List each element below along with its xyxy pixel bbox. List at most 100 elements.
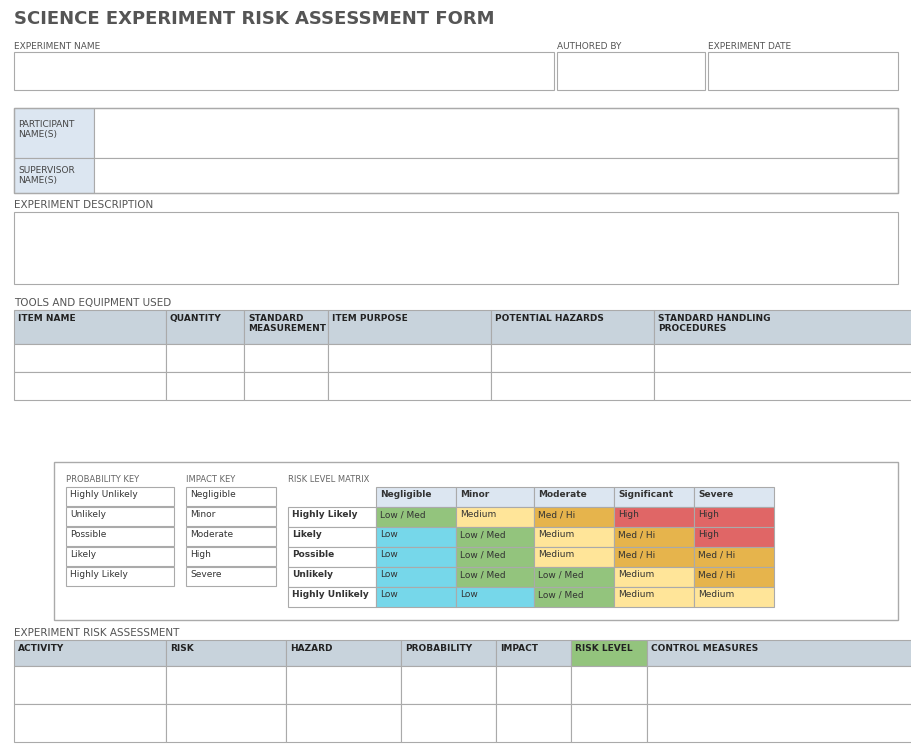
Bar	[288, 507, 375, 527]
Text: QUANTITY: QUANTITY	[169, 314, 221, 323]
Text: Medium: Medium	[697, 590, 733, 599]
Bar	[534, 547, 613, 567]
Bar	[613, 507, 693, 527]
Bar	[496, 704, 570, 742]
Text: Low: Low	[459, 590, 477, 599]
Bar	[693, 487, 773, 507]
Text: Moderate: Moderate	[537, 490, 586, 499]
Bar	[613, 487, 693, 507]
Text: Unlikely: Unlikely	[70, 510, 106, 519]
Text: Low / Med: Low / Med	[459, 570, 505, 579]
Bar	[14, 158, 94, 193]
Bar	[693, 507, 773, 527]
Bar	[244, 310, 328, 344]
Bar	[14, 212, 897, 284]
Bar	[613, 527, 693, 547]
Bar	[186, 507, 276, 526]
Bar	[66, 567, 174, 586]
Text: Med / Hi: Med / Hi	[697, 570, 734, 579]
Text: TOOLS AND EQUIPMENT USED: TOOLS AND EQUIPMENT USED	[14, 298, 171, 308]
Bar	[456, 507, 534, 527]
Bar	[166, 310, 244, 344]
Bar	[707, 52, 897, 90]
Text: Highly Likely: Highly Likely	[292, 510, 357, 519]
Bar	[14, 640, 166, 666]
Text: CONTROL MEASURES: CONTROL MEASURES	[650, 644, 757, 653]
Text: High: High	[697, 530, 718, 539]
Bar	[66, 527, 174, 546]
Text: Med / Hi: Med / Hi	[537, 510, 575, 519]
Text: SUPERVISOR
NAME(S): SUPERVISOR NAME(S)	[18, 166, 75, 186]
Bar	[570, 640, 646, 666]
Text: RISK LEVEL: RISK LEVEL	[574, 644, 632, 653]
Text: High: High	[189, 550, 210, 559]
Bar	[186, 487, 276, 506]
Text: EXPERIMENT DATE: EXPERIMENT DATE	[707, 42, 790, 51]
Text: Likely: Likely	[292, 530, 322, 539]
Bar	[646, 666, 911, 704]
Bar	[496, 640, 570, 666]
Bar	[693, 587, 773, 607]
Bar	[693, 527, 773, 547]
Bar	[496, 666, 570, 704]
Bar	[14, 344, 166, 372]
Text: Low / Med: Low / Med	[459, 550, 505, 559]
Bar	[534, 507, 613, 527]
Bar	[693, 547, 773, 567]
Text: ACTIVITY: ACTIVITY	[18, 644, 64, 653]
Bar	[66, 547, 174, 566]
Bar	[653, 372, 911, 400]
Text: Minor: Minor	[459, 490, 488, 499]
Text: Minor: Minor	[189, 510, 215, 519]
Bar	[646, 640, 911, 666]
Text: Severe: Severe	[697, 490, 732, 499]
Bar	[286, 640, 401, 666]
Bar	[375, 507, 456, 527]
Bar	[490, 344, 653, 372]
Bar	[328, 372, 490, 400]
Text: Low: Low	[380, 570, 397, 579]
Bar	[646, 704, 911, 742]
Bar	[401, 666, 496, 704]
Bar	[534, 567, 613, 587]
Bar	[375, 527, 456, 547]
Text: Medium: Medium	[537, 550, 574, 559]
Text: EXPERIMENT RISK ASSESSMENT: EXPERIMENT RISK ASSESSMENT	[14, 628, 179, 638]
Text: Possible: Possible	[70, 530, 107, 539]
Bar	[14, 704, 166, 742]
Bar	[375, 487, 456, 507]
Bar	[288, 547, 375, 567]
Text: EXPERIMENT DESCRIPTION: EXPERIMENT DESCRIPTION	[14, 200, 153, 210]
Bar	[288, 567, 375, 587]
Bar	[14, 310, 166, 344]
Bar	[401, 640, 496, 666]
Bar	[375, 567, 456, 587]
Bar	[534, 587, 613, 607]
Bar	[166, 344, 244, 372]
Bar	[490, 372, 653, 400]
Bar	[286, 666, 401, 704]
Bar	[456, 487, 534, 507]
Text: EXPERIMENT NAME: EXPERIMENT NAME	[14, 42, 100, 51]
Text: Med / Hi: Med / Hi	[618, 530, 654, 539]
Text: Medium: Medium	[618, 590, 653, 599]
Text: Negligible: Negligible	[189, 490, 235, 499]
Text: HAZARD: HAZARD	[290, 644, 333, 653]
Bar	[456, 547, 534, 567]
Bar	[375, 547, 456, 567]
Text: Possible: Possible	[292, 550, 334, 559]
Text: Low / Med: Low / Med	[459, 530, 505, 539]
Text: ITEM NAME: ITEM NAME	[18, 314, 76, 323]
Bar	[328, 344, 490, 372]
Text: Medium: Medium	[618, 570, 653, 579]
Bar	[186, 547, 276, 566]
Text: STANDARD
MEASUREMENT: STANDARD MEASUREMENT	[248, 314, 325, 333]
Text: AUTHORED BY: AUTHORED BY	[557, 42, 620, 51]
Text: High: High	[618, 510, 639, 519]
Text: Unlikely: Unlikely	[292, 570, 333, 579]
Text: Severe: Severe	[189, 570, 221, 579]
Text: Low: Low	[380, 590, 397, 599]
Bar	[66, 507, 174, 526]
Bar	[653, 344, 911, 372]
Bar	[286, 704, 401, 742]
